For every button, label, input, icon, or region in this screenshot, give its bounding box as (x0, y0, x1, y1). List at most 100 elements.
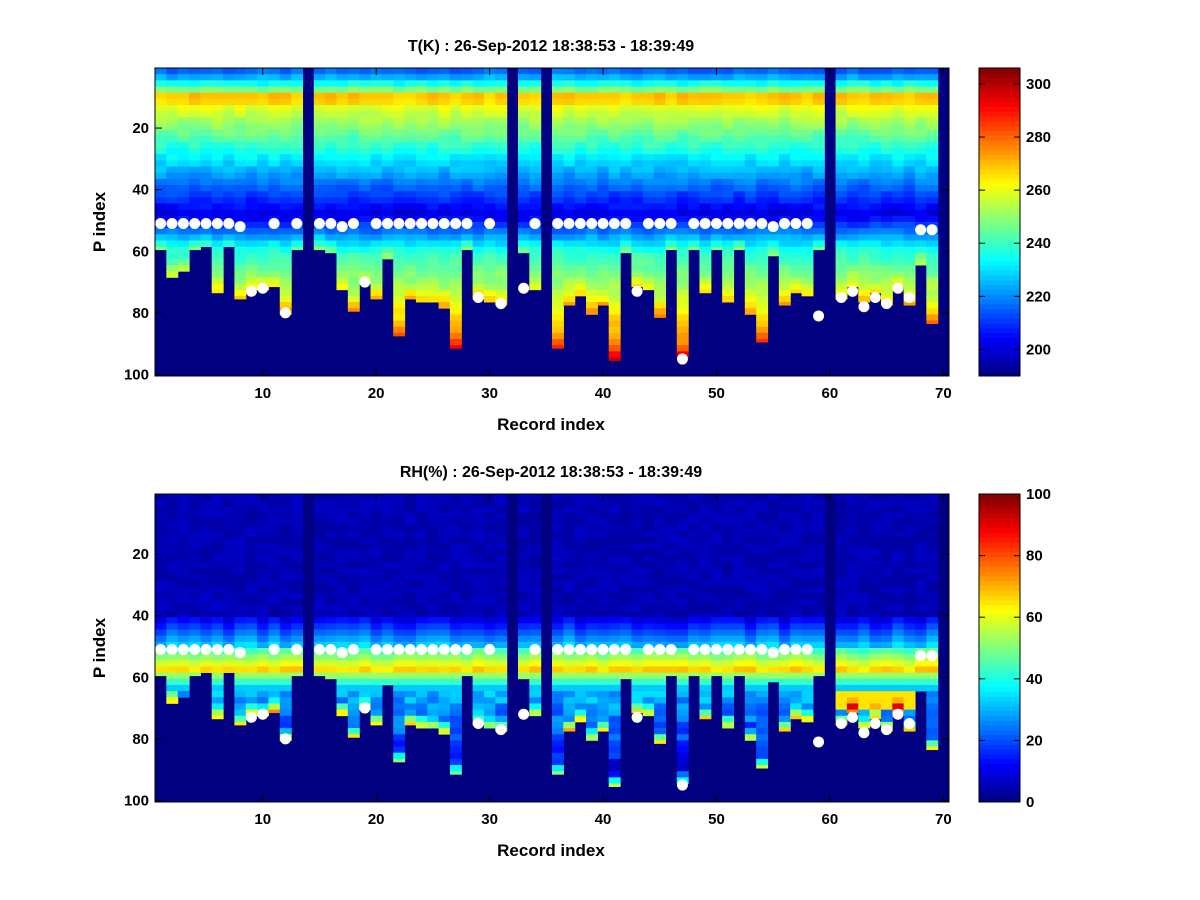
heatmap-cell (676, 580, 689, 587)
heatmap-cell (574, 111, 587, 118)
heatmap-cell (858, 604, 871, 612)
record-marker (654, 644, 666, 656)
heatmap-cell (880, 135, 893, 143)
heatmap-cell (370, 629, 383, 637)
heatmap-cell (552, 721, 564, 729)
heatmap-cell (722, 271, 735, 278)
heatmap-cell (620, 672, 632, 680)
heatmap-cell (381, 604, 394, 612)
heatmap-cell (325, 666, 338, 674)
heatmap-cell (597, 123, 610, 130)
heatmap-cell (892, 678, 905, 686)
colorbar-segment (979, 130, 1020, 136)
heatmap-cell (563, 252, 576, 260)
heatmap-cell (189, 666, 201, 674)
heatmap-cell (245, 617, 258, 624)
heatmap-cell (325, 234, 338, 241)
heatmap-cell (654, 549, 667, 556)
heatmap-cell (381, 141, 394, 149)
heatmap-cell (710, 111, 723, 118)
heatmap-cell (223, 500, 235, 507)
heatmap-cell (914, 506, 927, 513)
heatmap-cell (654, 740, 667, 744)
heatmap-cell (835, 80, 848, 87)
heatmap-cell (211, 703, 224, 710)
heatmap-cell (291, 141, 304, 149)
heatmap-cell (880, 629, 893, 637)
heatmap-cell (449, 691, 462, 698)
heatmap-cell (608, 721, 621, 729)
heatmap-cell (552, 715, 564, 723)
colorbar-segment (979, 361, 1020, 367)
heatmap-cell (586, 246, 598, 254)
record-marker (450, 644, 462, 656)
heatmap-cell (812, 555, 825, 563)
heatmap-cell (688, 500, 701, 507)
heatmap-cell (291, 185, 304, 192)
heatmap-cell (880, 654, 893, 661)
heatmap-cell (710, 154, 723, 161)
heatmap-cell (472, 592, 485, 600)
heatmap-cell (903, 111, 916, 118)
record-marker (313, 644, 325, 656)
heatmap-cell (903, 617, 916, 624)
heatmap-cell (790, 537, 803, 544)
heatmap-cell (631, 537, 644, 544)
heatmap-cell (347, 703, 360, 710)
heatmap-cell (676, 574, 689, 581)
heatmap-cell (699, 68, 712, 75)
heatmap-cell (415, 135, 428, 143)
heatmap-cell (529, 209, 542, 217)
heatmap-cell (245, 555, 258, 563)
heatmap-cell (427, 123, 440, 130)
heatmap-cell (914, 252, 927, 260)
heatmap-cell (268, 506, 281, 513)
heatmap-cell (744, 703, 757, 710)
heatmap-cell (268, 586, 281, 593)
heatmap-cell (234, 604, 247, 612)
heatmap-cell (812, 154, 825, 161)
heatmap-cell (223, 203, 235, 211)
heatmap-cell (869, 129, 882, 137)
heatmap-cell (846, 222, 859, 229)
heatmap-cell (608, 567, 621, 575)
heatmap-cell (495, 172, 508, 180)
heatmap-cell (370, 271, 383, 278)
heatmap-cell (313, 123, 326, 130)
heatmap-cell (155, 635, 167, 643)
heatmap-cell (812, 191, 825, 198)
heatmap-cell (245, 234, 258, 241)
heatmap-cell (234, 289, 247, 297)
heatmap-cell (699, 580, 712, 587)
heatmap-cell (835, 209, 848, 217)
record-marker (211, 644, 223, 656)
heatmap-cell (415, 715, 428, 723)
heatmap-cell (177, 111, 190, 118)
heatmap-cell (778, 295, 791, 303)
heatmap-cell (688, 104, 701, 112)
record-marker (676, 779, 688, 791)
heatmap-cell (449, 345, 462, 349)
heatmap-cell (563, 104, 576, 112)
heatmap-cell (517, 543, 530, 550)
heatmap-cell (654, 141, 667, 149)
heatmap-cell (461, 135, 474, 143)
heatmap-cell (733, 185, 746, 192)
heatmap-cell (574, 203, 587, 211)
heatmap-cell (608, 604, 621, 612)
heatmap-cell (676, 215, 689, 223)
record-marker (223, 644, 235, 656)
heatmap-cell (812, 215, 825, 223)
heatmap-cell (642, 68, 655, 75)
heatmap-cell (597, 148, 610, 155)
heatmap-cell (257, 617, 270, 624)
heatmap-cell (642, 678, 655, 686)
heatmap-cell (744, 660, 757, 667)
record-marker (620, 218, 632, 230)
heatmap-cell (257, 191, 270, 198)
heatmap-cell (189, 543, 201, 550)
heatmap-cell (574, 580, 587, 587)
heatmap-cell (597, 518, 610, 526)
heatmap-cell (835, 129, 848, 137)
heatmap-cell (427, 117, 440, 124)
